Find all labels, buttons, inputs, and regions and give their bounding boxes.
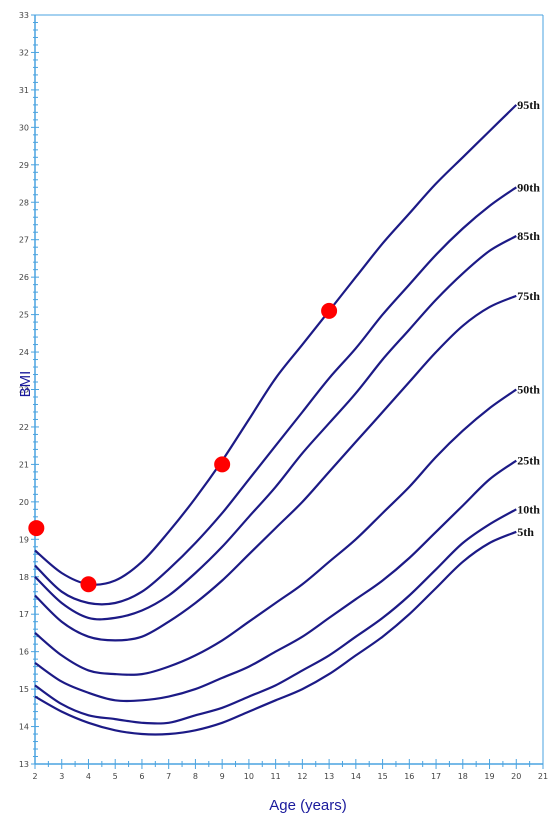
percentile-label-25th: 25th <box>517 454 540 468</box>
y-tick-label: 24 <box>19 348 29 357</box>
x-tick-label: 17 <box>431 772 441 781</box>
bmi-data-point <box>80 576 97 593</box>
y-tick-label: 30 <box>19 123 29 132</box>
percentile-label-5th: 5th <box>517 525 534 539</box>
percentile-curve-85th <box>34 235 517 621</box>
y-tick-label: 14 <box>19 723 29 732</box>
x-tick-label: 15 <box>377 772 387 781</box>
x-tick-label: 14 <box>351 772 361 781</box>
x-tick-label: 21 <box>538 772 548 781</box>
y-tick-label: 16 <box>19 648 29 657</box>
y-tick-label: 22 <box>19 423 29 432</box>
y-tick-label: 25 <box>19 311 29 320</box>
percentile-curve-25th <box>34 459 517 703</box>
percentile-label-95th: 95th <box>517 98 540 112</box>
x-tick-label: 10 <box>244 772 254 781</box>
percentile-curve-90th <box>34 186 517 606</box>
percentile-label-85th: 85th <box>517 229 540 243</box>
x-tick-label: 11 <box>271 772 281 781</box>
y-tick-label: 21 <box>19 460 29 469</box>
y-tick-label: 29 <box>19 161 29 170</box>
data-points-layer <box>28 302 338 593</box>
axes-layer: 1314151617181920212223242526272829303132… <box>19 11 548 781</box>
y-axis-title: BMI <box>17 371 34 398</box>
bmi-data-point <box>28 520 45 537</box>
y-tick-label: 19 <box>19 535 29 544</box>
y-tick-label: 33 <box>19 11 29 20</box>
bmi-data-point <box>321 302 338 319</box>
percentile-label-90th: 90th <box>517 180 540 194</box>
x-tick-label: 12 <box>297 772 307 781</box>
y-tick-label: 17 <box>19 610 29 619</box>
percentile-curve-50th <box>34 388 517 676</box>
percentile-curve-10th <box>34 508 517 725</box>
percentile-curve-95th <box>34 104 518 586</box>
y-tick-label: 18 <box>19 573 29 582</box>
x-axis-title: Age (years) <box>269 797 347 814</box>
y-tick-label: 32 <box>19 48 29 57</box>
x-tick-label: 6 <box>139 772 144 781</box>
y-tick-label: 23 <box>19 386 29 395</box>
percentile-curve-5th <box>34 530 517 736</box>
x-tick-label: 8 <box>193 772 198 781</box>
y-tick-label: 31 <box>19 86 29 95</box>
x-tick-label: 2 <box>32 772 37 781</box>
x-tick-label: 13 <box>324 772 334 781</box>
y-tick-label: 13 <box>19 760 29 769</box>
y-tick-label: 28 <box>19 198 29 207</box>
percentile-labels-layer: 95th 90th 85th 75th 50th 25th 10th 5th <box>517 98 540 539</box>
y-tick-label: 20 <box>19 498 29 507</box>
x-tick-label: 16 <box>404 772 414 781</box>
x-tick-label: 5 <box>113 772 118 781</box>
y-tick-label: 15 <box>19 685 29 694</box>
y-tick-label: 27 <box>19 236 29 245</box>
y-tick-label: 26 <box>19 273 29 282</box>
bmi-data-point <box>214 456 231 473</box>
percentile-label-50th: 50th <box>517 383 540 397</box>
x-tick-label: 20 <box>511 772 521 781</box>
x-tick-label: 18 <box>458 772 468 781</box>
percentile-curve-75th <box>34 294 517 642</box>
x-tick-label: 19 <box>484 772 494 781</box>
percentile-label-10th: 10th <box>517 502 540 516</box>
x-tick-label: 4 <box>86 772 91 781</box>
percentile-label-75th: 75th <box>517 289 540 303</box>
x-tick-label: 7 <box>166 772 171 781</box>
curves-layer <box>34 104 518 736</box>
x-tick-label: 3 <box>59 772 64 781</box>
x-tick-label: 9 <box>220 772 225 781</box>
